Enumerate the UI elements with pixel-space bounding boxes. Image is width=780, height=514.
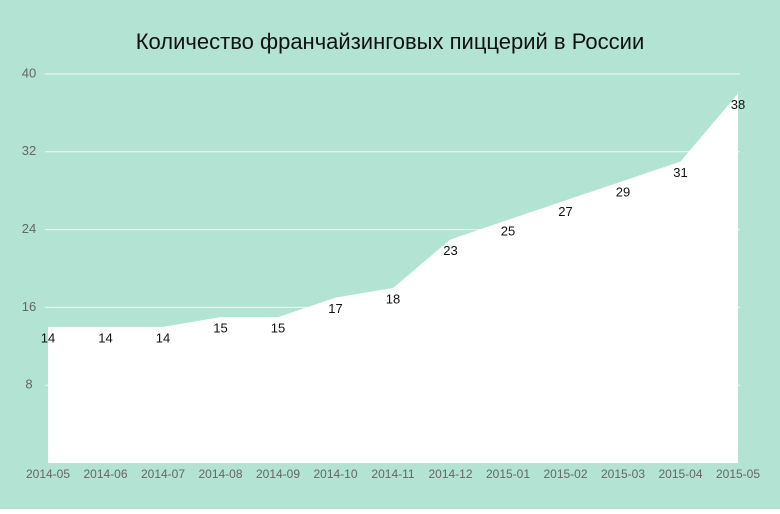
x-tick-label: 2014-11 [371,467,414,481]
y-tick-label: 40 [22,65,36,80]
data-label: 14 [156,330,170,345]
data-label: 31 [673,165,687,180]
x-tick-label: 2015-02 [543,467,587,481]
data-label: 27 [558,204,572,219]
y-tick-label: 8 [25,377,32,392]
area [48,93,738,463]
x-tick-label: 2015-04 [658,467,702,481]
x-tick-label: 2014-10 [313,467,357,481]
data-label: 18 [386,291,400,306]
data-label: 15 [271,321,285,336]
x-tick-label: 2014-06 [83,467,127,481]
data-label: 15 [213,321,227,336]
x-tick-label: 2014-08 [198,467,242,481]
y-tick-label: 16 [22,299,36,314]
data-label: 17 [328,301,342,316]
data-label: 14 [98,330,112,345]
y-tick-label: 24 [22,221,36,236]
x-tick-label: 2014-09 [256,467,300,481]
data-label: 23 [443,243,457,258]
x-tick-label: 2015-03 [601,467,645,481]
data-label: 14 [41,330,55,345]
x-tick-label: 2015-05 [716,467,760,481]
data-label: 25 [501,223,515,238]
chart-title: Количество франчайзинговых пиццерий в Ро… [136,29,645,54]
x-tick-label: 2014-05 [26,467,70,481]
x-tick-label: 2014-12 [428,467,472,481]
x-tick-label: 2015-01 [486,467,530,481]
x-tick-label: 2014-07 [141,467,185,481]
y-tick-label: 32 [22,143,36,158]
data-label: 38 [731,97,745,112]
data-label: 29 [616,184,630,199]
